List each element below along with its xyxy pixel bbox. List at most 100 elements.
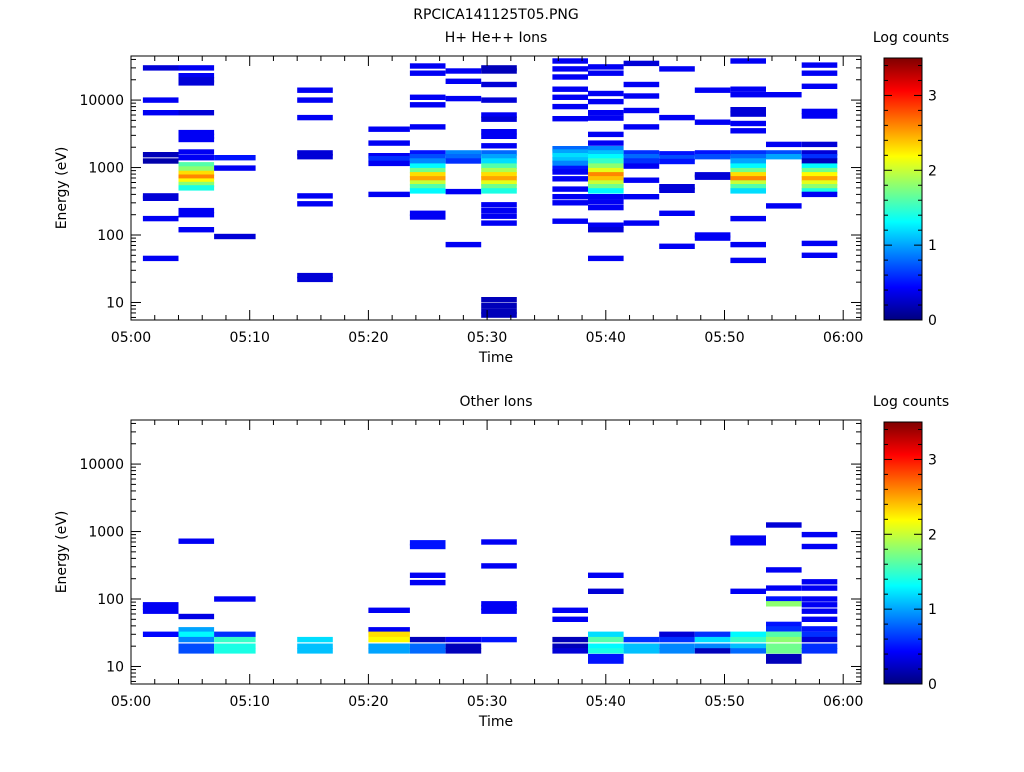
x-tick-label: 05:50 <box>704 330 744 346</box>
x-tick-label: 06:00 <box>823 694 863 710</box>
heatmap-cell <box>801 636 838 643</box>
heatmap-cell <box>552 616 588 622</box>
heatmap-cell <box>409 63 446 69</box>
heatmap-cell <box>214 233 256 240</box>
heatmap-cell <box>297 201 333 207</box>
heatmap-cell <box>801 141 838 148</box>
heatmap-cell <box>178 149 215 155</box>
heatmap-cell <box>409 188 446 194</box>
heatmap-cell <box>588 227 624 233</box>
heatmap-cell <box>552 648 588 654</box>
heatmap-cell <box>297 636 333 643</box>
heatmap-cell <box>623 643 660 649</box>
heatmap-cell <box>481 167 517 174</box>
heatmap-cell <box>142 255 179 262</box>
panel-title: H+ He++ Ions <box>445 30 548 46</box>
heatmap-cell <box>588 163 624 169</box>
heatmap-cell <box>552 94 588 100</box>
heatmap-cell <box>588 172 624 178</box>
heatmap-cell <box>801 191 838 198</box>
heatmap-cell <box>730 241 766 248</box>
heatmap-cell <box>801 585 838 591</box>
heatmap-cell <box>481 539 517 545</box>
heatmap-cell <box>694 232 731 238</box>
heatmap-cell <box>297 648 333 654</box>
heatmap-cell <box>694 643 731 649</box>
x-tick-label: 05:50 <box>704 694 744 710</box>
heatmap-cell <box>481 158 517 164</box>
heatmap-cell <box>766 141 802 148</box>
heatmap-cell <box>214 643 256 649</box>
x-tick-label: 05:30 <box>467 694 507 710</box>
colorbar-tick-label: 1 <box>928 238 937 254</box>
heatmap-cell <box>409 210 446 216</box>
heatmap-cell <box>178 627 215 633</box>
heatmap-cell <box>588 115 624 121</box>
colorbar: 0 1 2 3 Log counts <box>873 30 949 329</box>
heatmap-cell <box>297 150 333 156</box>
heatmap-cell <box>588 658 624 664</box>
heatmap-cell <box>409 70 446 76</box>
heatmap-cell <box>552 218 588 224</box>
heatmap-cell <box>178 170 215 177</box>
heatmap-cell <box>801 172 838 178</box>
heatmap-cell <box>409 172 446 178</box>
heatmap-cell <box>766 522 802 528</box>
colorbar-tick-label: 3 <box>928 452 937 468</box>
heatmap-cell <box>730 154 766 160</box>
heatmap-cell <box>659 158 695 165</box>
heatmap-cell <box>481 81 517 88</box>
heatmap-cell <box>481 601 517 607</box>
heatmap-cell <box>178 129 215 136</box>
heatmap-cell <box>409 214 446 220</box>
figure-title: RPCICA141125T05.PNG <box>413 7 578 23</box>
heatmap-cell <box>552 643 588 649</box>
heatmap-cell <box>588 180 624 186</box>
heatmap-cell <box>766 585 802 591</box>
heatmap-cell <box>766 653 802 660</box>
x-tick-label: 05:40 <box>586 694 626 710</box>
heatmap-cell <box>801 184 838 190</box>
heatmap-cell <box>481 154 517 160</box>
heatmap-cell <box>552 86 588 92</box>
x-tick-label: 05:20 <box>348 694 388 710</box>
heatmap-cell <box>481 97 517 103</box>
heatmap-cell <box>481 213 517 219</box>
heatmap-cell <box>694 631 731 637</box>
heatmap-cell <box>801 608 838 614</box>
heatmap-cell <box>409 643 446 649</box>
heatmap-cell <box>178 77 215 83</box>
heatmap-cell <box>368 627 410 633</box>
heatmap-cell <box>801 154 838 160</box>
heatmap-cell <box>659 636 695 643</box>
heatmap-cell <box>801 240 838 247</box>
heatmap-cell <box>588 70 624 76</box>
heatmap-cell <box>178 162 215 168</box>
heatmap-cell <box>730 188 766 194</box>
heatmap-cell <box>409 579 446 586</box>
y-tick-label: 100 <box>97 228 124 244</box>
heatmap-cell <box>801 113 838 119</box>
heatmap-cell <box>730 111 766 117</box>
heatmap-cell <box>481 207 517 214</box>
heatmap-cell <box>588 631 624 637</box>
heatmap-cell <box>178 110 215 116</box>
heatmap-cell <box>481 220 517 226</box>
heatmap-cell <box>481 180 517 186</box>
heatmap-cell <box>178 136 215 143</box>
heatmap-cell <box>481 184 517 190</box>
heatmap-cell <box>801 631 838 637</box>
colorbar-gradient <box>883 57 923 321</box>
y-tick-label: 1000 <box>88 525 124 541</box>
heatmap-cell <box>801 158 838 164</box>
heatmap-cell <box>801 62 838 68</box>
heatmap-cell <box>588 146 624 152</box>
heatmap-cell <box>801 616 838 622</box>
heatmap-cell <box>623 177 660 183</box>
heatmap-cell <box>178 155 215 161</box>
colorbar-tick-label: 0 <box>928 313 937 329</box>
heatmap-cell <box>481 172 517 178</box>
heatmap-cell <box>445 68 482 74</box>
heatmap-cell <box>766 658 802 664</box>
